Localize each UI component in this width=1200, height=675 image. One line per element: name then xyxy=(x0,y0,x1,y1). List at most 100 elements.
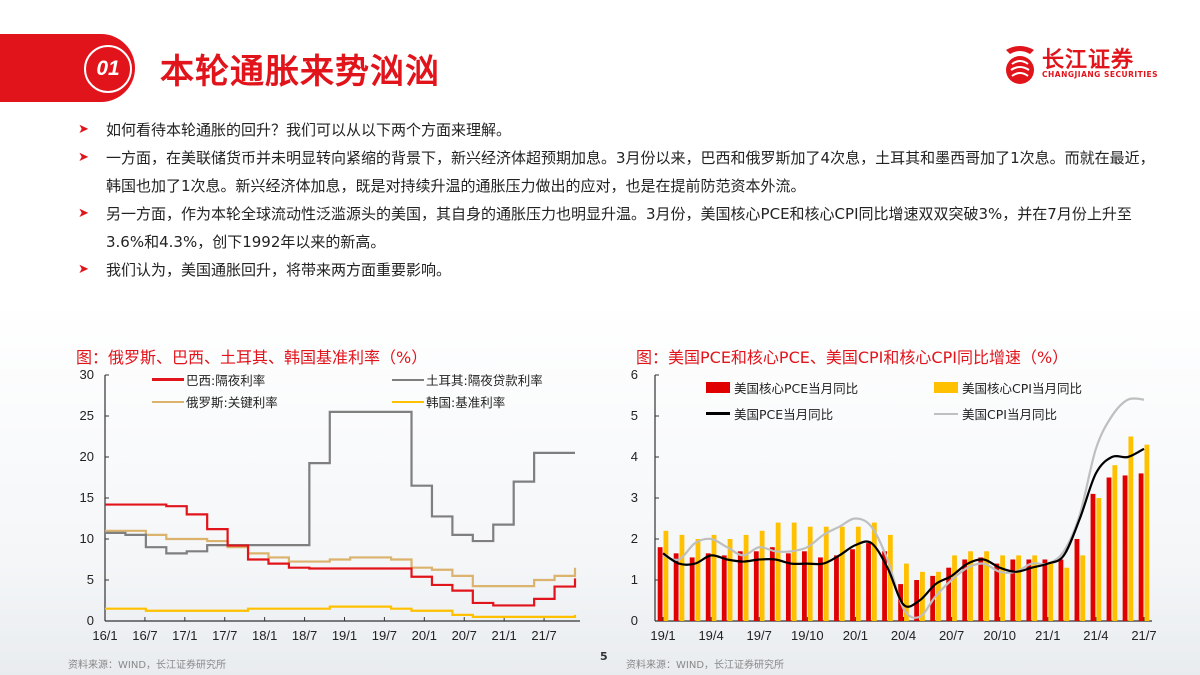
bar-core-cpi xyxy=(936,571,941,621)
axis-tick-label: 20 xyxy=(79,449,94,464)
bar-core-pce xyxy=(818,557,823,621)
bar-core-cpi xyxy=(871,522,877,621)
bar-core-cpi xyxy=(887,534,893,621)
legend-label: 美国PCE当月同比 xyxy=(734,407,834,422)
axis-tick-label: 0 xyxy=(86,613,94,628)
chart1-source: 资料来源：WIND，长江证券研究所 xyxy=(68,660,227,671)
page-number: 5 xyxy=(600,650,608,663)
company-logo: 长江证券 CHANGJIANG SECURITIES xyxy=(1000,42,1170,92)
bar-core-cpi xyxy=(743,534,749,621)
bar-core-cpi xyxy=(968,551,973,621)
legend-label: 土耳其:隔夜贷款利率 xyxy=(426,373,543,388)
bar-core-pce xyxy=(673,553,679,621)
axis-tick-label: 5 xyxy=(86,572,94,587)
bar-core-pce xyxy=(1090,493,1096,621)
bar-core-cpi xyxy=(823,526,829,621)
axis-tick-label: 16/7 xyxy=(132,628,158,643)
bar-core-cpi xyxy=(679,534,685,621)
legend-swatch xyxy=(706,382,730,393)
chart2-title: 图：美国PCE和核心PCE、美国CPI和核心CPI同比增速（%） xyxy=(636,348,1069,367)
axis-tick-label: 17/7 xyxy=(212,628,238,643)
axis-tick-label: 2 xyxy=(630,531,638,546)
bar-core-pce xyxy=(834,555,839,621)
axis-tick-label: 3 xyxy=(630,490,638,505)
legend-swatch xyxy=(152,378,184,381)
axis-tick-label: 19/10 xyxy=(791,628,824,643)
axis-tick-label: 0 xyxy=(630,613,638,628)
bar-core-pce xyxy=(1010,559,1016,621)
axis-tick-label: 15 xyxy=(79,490,94,505)
axis-tick-label: 5 xyxy=(630,408,638,423)
legend-swatch xyxy=(392,378,424,381)
bar-core-pce xyxy=(1058,559,1064,621)
chart2-legend-pce: 美国PCE当月同比 xyxy=(706,404,833,423)
bar-core-pce xyxy=(721,555,727,621)
bullet-text: 另一方面，作为本轮全球流动性泛滥源头的美国，其自身的通胀压力也明显升温。3月份，… xyxy=(106,205,1132,251)
bar-core-pce xyxy=(737,551,743,621)
bar-core-pce xyxy=(1122,475,1128,621)
axis-tick-label: 18/1 xyxy=(252,628,278,643)
legend-label: 美国核心CPI当月同比 xyxy=(962,381,1082,396)
legend-swatch xyxy=(392,400,424,403)
axis-tick-label: 21/4 xyxy=(1083,628,1109,643)
bullet-item: ➤ 一方面，在美联储货币并未明显转向紧缩的背景下，新兴经济体超预期加息。3月份以… xyxy=(78,144,1168,200)
legend-swatch xyxy=(934,412,958,415)
axis-tick-label: 30 xyxy=(79,367,94,382)
bar-core-pce xyxy=(946,567,952,621)
bar-core-pce xyxy=(962,559,968,621)
axis-tick-label: 1 xyxy=(630,572,638,587)
bar-core-pce xyxy=(978,557,984,621)
bar-core-pce xyxy=(769,547,775,621)
chart1-legend-brazil: 巴西:隔夜利率 xyxy=(152,370,265,389)
legend-label: 美国CPI当月同比 xyxy=(962,407,1057,422)
bar-core-pce xyxy=(1026,559,1032,621)
series-line xyxy=(105,529,577,588)
axis-tick-label: 19/4 xyxy=(698,628,724,643)
logo-name-en: CHANGJIANG SECURITIES xyxy=(1042,70,1159,79)
bar-core-pce xyxy=(801,551,807,621)
bar-core-cpi xyxy=(1064,567,1070,621)
axis-tick-label: 19/1 xyxy=(650,628,676,643)
axis-tick-label: 19/7 xyxy=(746,628,772,643)
bar-core-cpi xyxy=(1000,555,1006,621)
bar-core-cpi xyxy=(1096,498,1102,621)
logo-emblem-icon xyxy=(1006,46,1034,84)
chart2-legend-cpi: 美国CPI当月同比 xyxy=(934,404,1057,423)
bar-core-cpi xyxy=(1112,465,1118,621)
bar-core-pce xyxy=(866,543,871,621)
line-pce xyxy=(662,447,1145,608)
bar-core-pce xyxy=(1106,477,1112,621)
axis-tick-label: 25 xyxy=(79,408,94,423)
axis-tick-label: 20/10 xyxy=(983,628,1016,643)
bar-core-cpi xyxy=(1144,444,1150,621)
axis-tick-label: 21/7 xyxy=(1131,628,1157,643)
axis-tick-label: 17/1 xyxy=(172,628,198,643)
arrow-right-icon: ➤ xyxy=(78,122,89,137)
bar-core-cpi xyxy=(807,526,813,621)
axis-tick-label: 20/7 xyxy=(451,628,477,643)
axis-tick-label: 19/7 xyxy=(371,628,398,643)
arrow-right-icon: ➤ xyxy=(78,262,89,277)
bar-core-cpi xyxy=(920,571,925,621)
axis-tick-label: 18/7 xyxy=(291,628,318,643)
bar-core-cpi xyxy=(1128,436,1134,621)
line-cpi xyxy=(662,397,1145,619)
bar-core-cpi xyxy=(759,530,765,621)
bar-core-cpi xyxy=(839,526,845,621)
background-gradient xyxy=(0,300,1200,675)
chart2-legend-core-pce: 美国核心PCE当月同比 xyxy=(706,378,858,397)
bullet-text: 如何看待本轮通胀的回升？我们可以从以下两个方面来理解。 xyxy=(106,121,512,139)
bar-core-pce xyxy=(850,549,855,621)
legend-label: 巴西:隔夜利率 xyxy=(186,373,266,388)
axis-tick-label: 20/7 xyxy=(938,628,965,643)
series-line xyxy=(105,605,577,618)
bar-core-pce xyxy=(914,580,920,621)
bar-core-cpi xyxy=(775,522,781,621)
section-number-badge: 01 xyxy=(84,45,132,93)
bar-core-cpi xyxy=(904,563,909,621)
bullet-text: 一方面，在美联储货币并未明显转向紧缩的背景下，新兴经济体超预期加息。3月份以来，… xyxy=(106,149,1155,195)
axis-tick-label: 20/4 xyxy=(890,628,917,643)
bar-core-cpi xyxy=(984,551,989,621)
bar-core-pce xyxy=(1074,539,1080,621)
